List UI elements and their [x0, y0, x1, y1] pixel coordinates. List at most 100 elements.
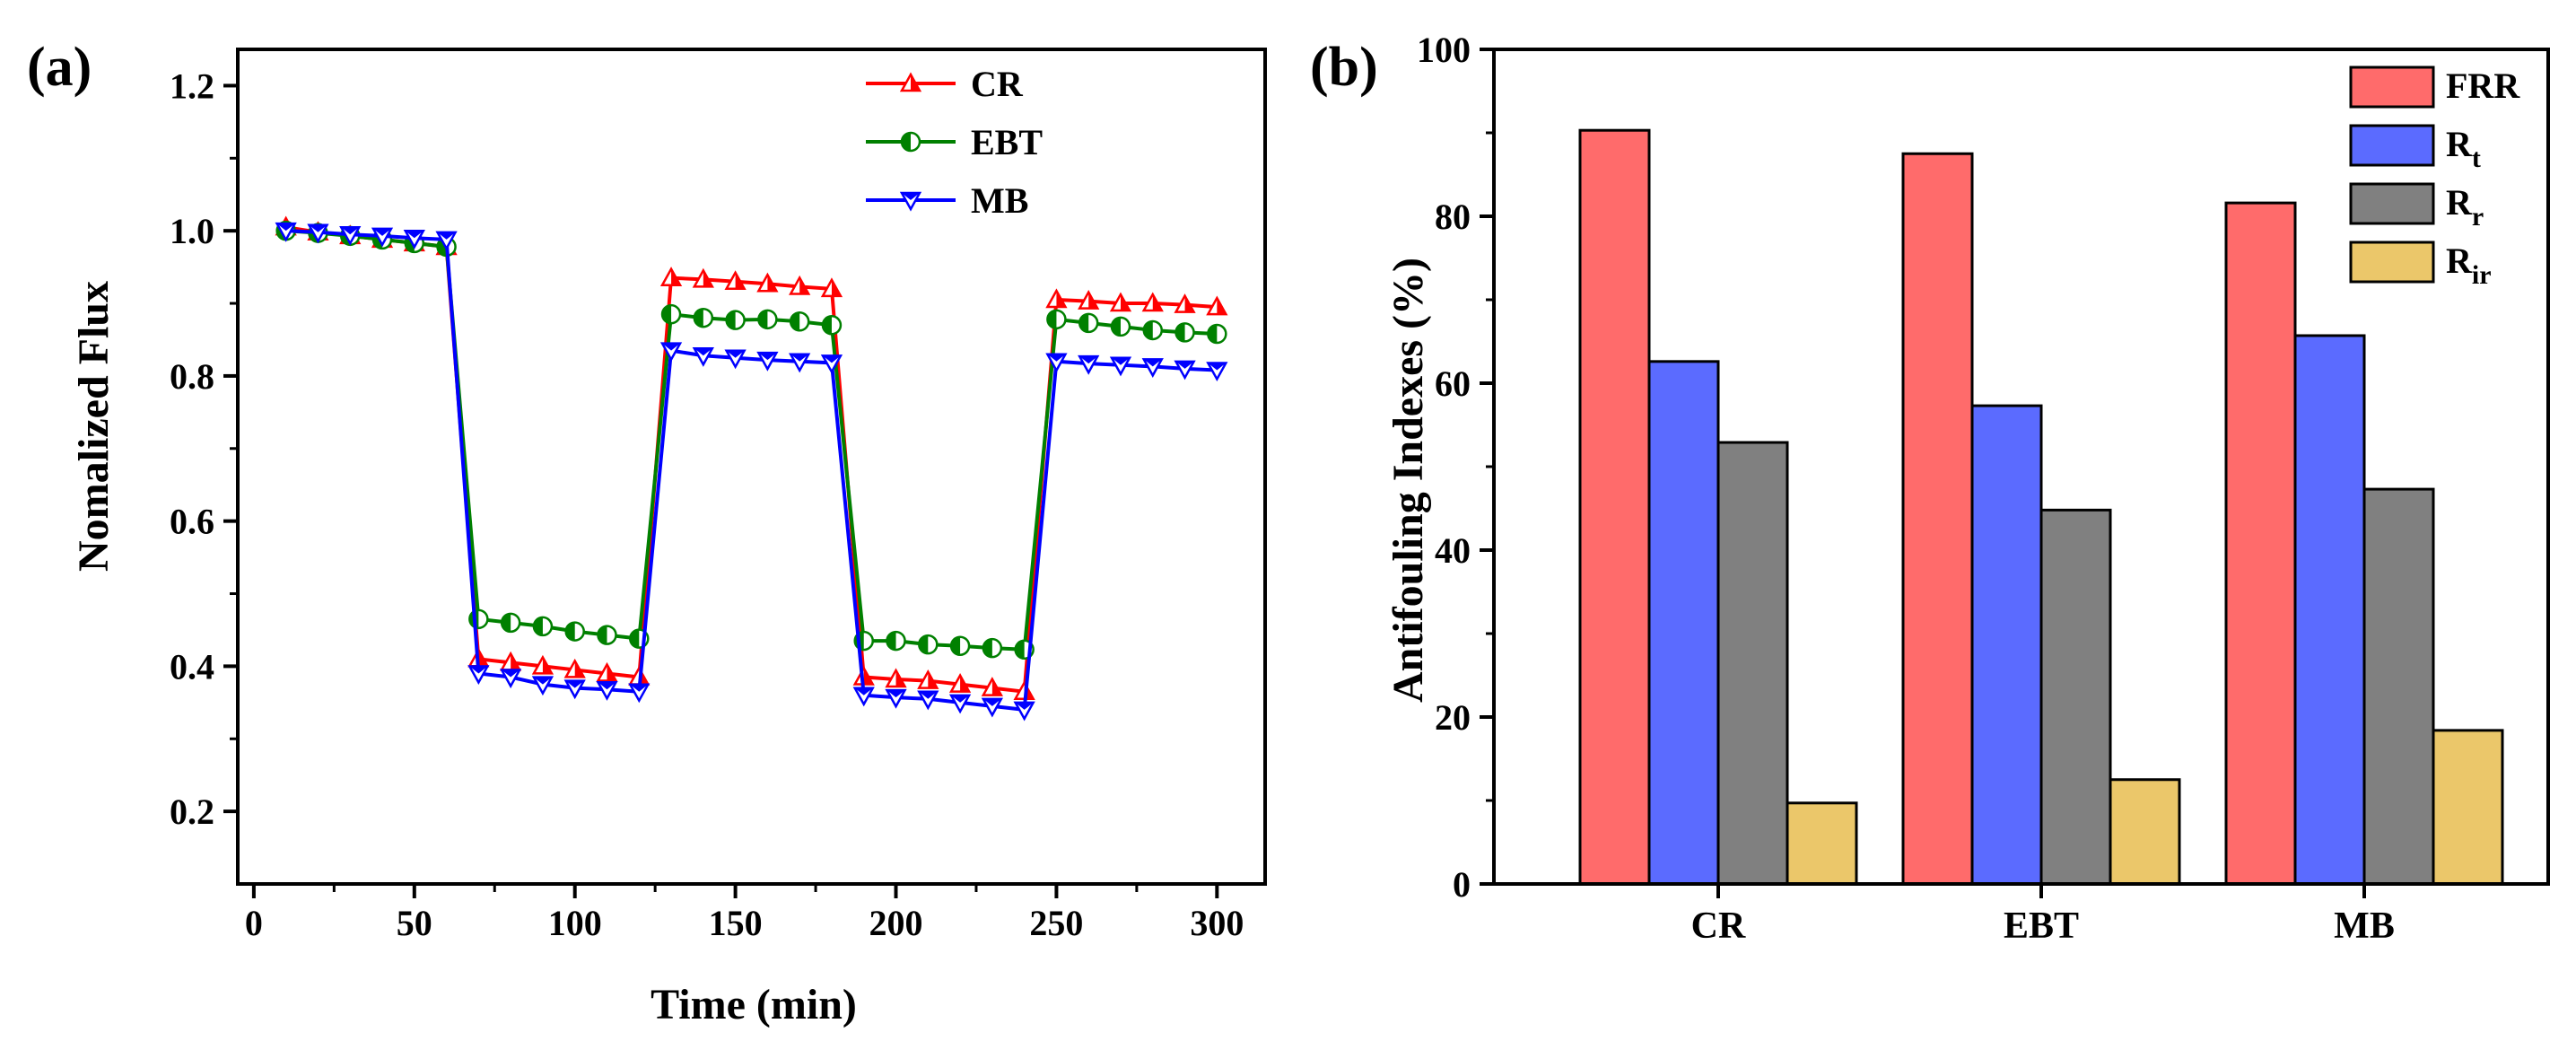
data-point-mb-half [598, 682, 616, 690]
data-point-mb-half [1175, 361, 1194, 369]
data-point-ebt-half [919, 635, 929, 654]
data-point-mb-half [341, 227, 360, 235]
data-point-ebt-half [1015, 640, 1025, 659]
panel-a-x-axis-title: Time (min) [651, 981, 857, 1028]
legend-label-main: FRR [2446, 66, 2520, 106]
panel-a-x-tick-label: 100 [548, 903, 602, 943]
data-point-mb-half [1143, 359, 1162, 367]
data-point-ebt-half [1175, 323, 1185, 342]
panel-a-x-tick-label: 250 [1029, 903, 1083, 943]
data-point-mb-half [726, 350, 745, 358]
data-point-cr-half [1120, 294, 1130, 311]
panel-a-x-tick-label: 0 [245, 903, 263, 943]
data-point-cr-half [735, 272, 745, 289]
panel-b-y-tick-label: 60 [1435, 363, 1471, 404]
data-point-mb-half [1015, 702, 1034, 710]
panel-a-y-tick-label: 0.4 [170, 646, 214, 687]
data-point-ebt-half [598, 625, 607, 644]
data-point-mb-half [822, 355, 841, 363]
data-point-mb-half [951, 695, 970, 703]
legend-label-main: R [2446, 182, 2473, 223]
bar-frr-cr [1578, 128, 1651, 886]
legend-label-rt: Rt [2446, 124, 2481, 173]
panel-a-x-tick-label: 150 [709, 903, 763, 943]
data-point-ebt-half [982, 639, 992, 658]
legend-swatch-frr [2349, 66, 2435, 109]
legend-swatch-rr [2349, 182, 2435, 225]
data-point-cr-half [607, 664, 616, 681]
legend-marker-mb-half [902, 193, 920, 200]
data-point-cr-half [991, 678, 1001, 695]
data-point-mb-half [982, 698, 1001, 706]
data-point-mb-half [1079, 356, 1098, 364]
legend-label-cr: CR [971, 64, 1024, 104]
panel-a-plot-frame [236, 48, 1267, 886]
data-point-ebt-half [726, 311, 736, 329]
panel-b-y-tick-label: 100 [1417, 30, 1471, 70]
data-point-ebt-half [1111, 317, 1121, 336]
data-point-cr-half [831, 279, 841, 296]
panel-a-series-cr [275, 215, 1228, 700]
data-point-mb-half [662, 343, 681, 351]
bar-rir-cr [1786, 801, 1858, 886]
data-point-mb-half [919, 691, 938, 699]
series-line-cr [285, 225, 1218, 694]
data-point-cr-half [1152, 294, 1162, 311]
bar-rr-cr [1716, 441, 1789, 886]
legend-label-rr: Rr [2446, 182, 2484, 232]
data-point-ebt-half [1143, 320, 1153, 339]
data-point-cr-half [960, 675, 970, 692]
data-point-ebt-half [822, 316, 832, 335]
panel-a-series-ebt [275, 220, 1227, 660]
data-point-cr-half [895, 669, 905, 687]
legend-marker-cr-half [911, 74, 920, 91]
bar-rir-mb [2432, 729, 2504, 886]
panel-a-y-axis-title: Nomalized Flux [70, 281, 118, 572]
panel-a-legend: CR EBT MB [866, 64, 1043, 221]
data-point-mb-half [309, 224, 327, 232]
legend-marker-ebt-half [902, 133, 911, 151]
data-point-mb-half [1208, 363, 1227, 371]
panel-a-axes: 0 50 100 150 200 250 300 0.2 0.4 0.6 0.8 1.0 1.2 [170, 48, 1267, 943]
data-point-cr-half [703, 270, 712, 287]
data-point-mb-half [373, 228, 392, 236]
data-point-mb-half [854, 687, 873, 695]
data-point-cr-half [863, 668, 873, 685]
panel-a-series-group [275, 215, 1228, 722]
bar-frr-mb [2224, 201, 2297, 886]
data-point-ebt-half [694, 309, 703, 328]
panel-b-label: (b) [1310, 37, 1378, 98]
panel-a-x-tick-label: 200 [869, 903, 923, 943]
bar-rr-ebt [2039, 508, 2112, 886]
data-point-mb-half [694, 348, 712, 356]
panel-b-y-tick-label: 80 [1435, 197, 1471, 237]
panel-b-bars-group [1578, 128, 2504, 886]
legend-label-main: R [2446, 124, 2473, 164]
data-point-cr-half [767, 275, 777, 292]
panel-a-y-tick-label: 0.6 [170, 502, 214, 542]
data-point-mb-half [565, 680, 584, 688]
data-point-mb-half [469, 666, 488, 674]
panel-a-y-tick-label: 0.8 [170, 356, 214, 397]
legend-label-subscript: ir [2472, 260, 2492, 290]
data-point-cr-half [799, 277, 809, 294]
data-point-mb-half [758, 353, 777, 361]
legend-label-ebt: EBT [971, 122, 1043, 162]
bar-rt-mb [2293, 334, 2366, 886]
data-point-ebt-half [565, 622, 575, 641]
data-point-mb-half [630, 684, 649, 692]
data-point-cr-half [1217, 298, 1227, 315]
panel-b-category-label: MB [2334, 905, 2395, 947]
data-point-ebt-half [662, 305, 672, 324]
legend-label-mb: MB [971, 180, 1028, 221]
data-point-ebt-half [502, 613, 511, 632]
data-point-mb-half [502, 669, 520, 678]
data-point-ebt-half [758, 310, 768, 328]
bar-rir-ebt [2109, 778, 2181, 886]
data-point-mb-half [405, 231, 424, 239]
panel-a-series-mb [275, 222, 1228, 722]
legend-label-main: R [2446, 241, 2473, 281]
panel-a-y-tick-label: 1.0 [170, 211, 214, 251]
